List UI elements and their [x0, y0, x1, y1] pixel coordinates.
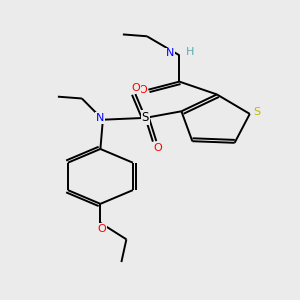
Text: O: O [154, 143, 162, 153]
Text: N: N [166, 49, 175, 58]
Text: S: S [142, 111, 149, 124]
Text: O: O [97, 224, 106, 234]
Text: N: N [96, 113, 105, 123]
Text: O: O [138, 85, 147, 95]
Text: O: O [131, 82, 140, 92]
Text: H: H [186, 47, 195, 57]
Text: S: S [254, 107, 261, 117]
